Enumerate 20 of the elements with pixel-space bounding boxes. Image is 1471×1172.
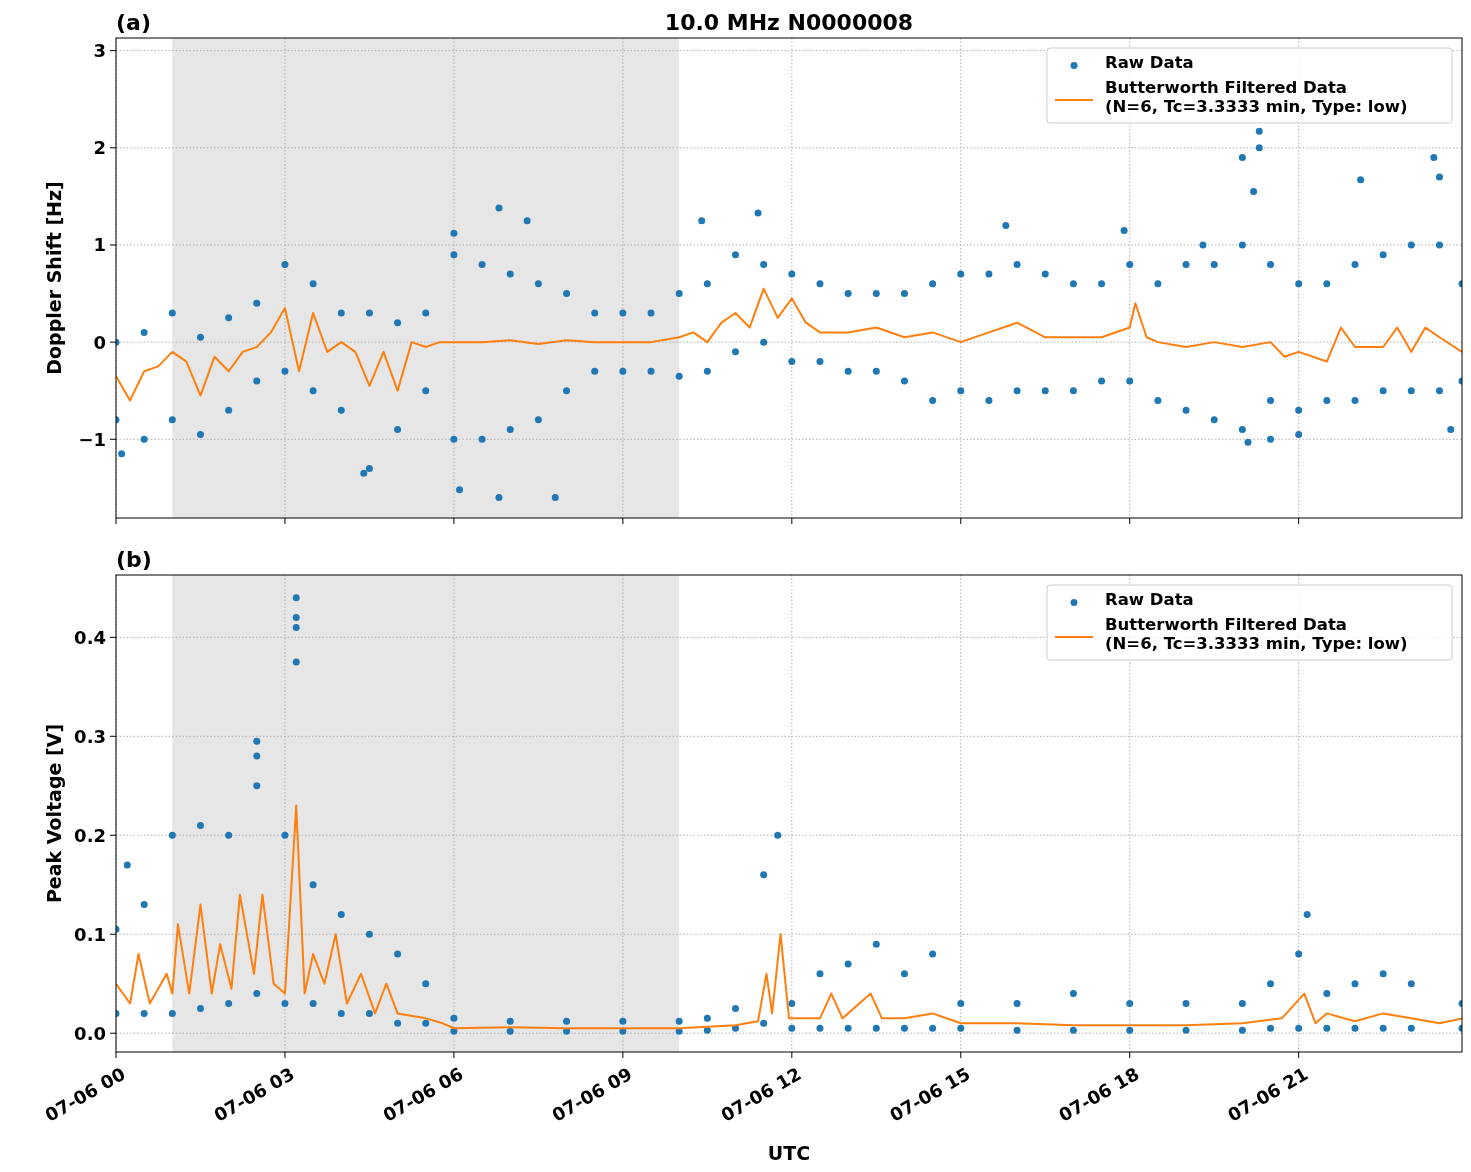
y-tick-label: 2 (93, 137, 106, 159)
y-tick-label: 1 (93, 234, 106, 256)
text: (a) (116, 10, 151, 35)
legend-label: Butterworth Filtered Data (N=6, Tc=3.3333 min, Type: low) (1105, 78, 1408, 116)
y-tick-label: 0.2 (74, 824, 106, 846)
y-tick-label: 0 (93, 331, 106, 353)
y-axis-title: Peak Voltage [V] (43, 723, 65, 904)
y-tick-label: 0.0 (74, 1022, 106, 1044)
y-tick-label: 3 (93, 40, 106, 62)
y-tick-label: 0.1 (74, 923, 106, 945)
legend-label: Butterworth Filtered Data (N=6, Tc=3.3333 min, Type: low) (1105, 615, 1408, 653)
y-tick-label: 0.4 (74, 626, 106, 648)
y-tick-label: −1 (78, 428, 106, 450)
x-axis-title: UTC (767, 1142, 811, 1164)
chart-title: 10.0 MHz N0000008 (664, 10, 914, 35)
y-tick-label: 0.3 (74, 725, 106, 747)
legend-label: Raw Data (1105, 53, 1194, 72)
y-axis-title: Doppler Shift [Hz] (43, 181, 65, 375)
text: (b) (116, 547, 152, 572)
legend-label: Raw Data (1105, 590, 1194, 609)
